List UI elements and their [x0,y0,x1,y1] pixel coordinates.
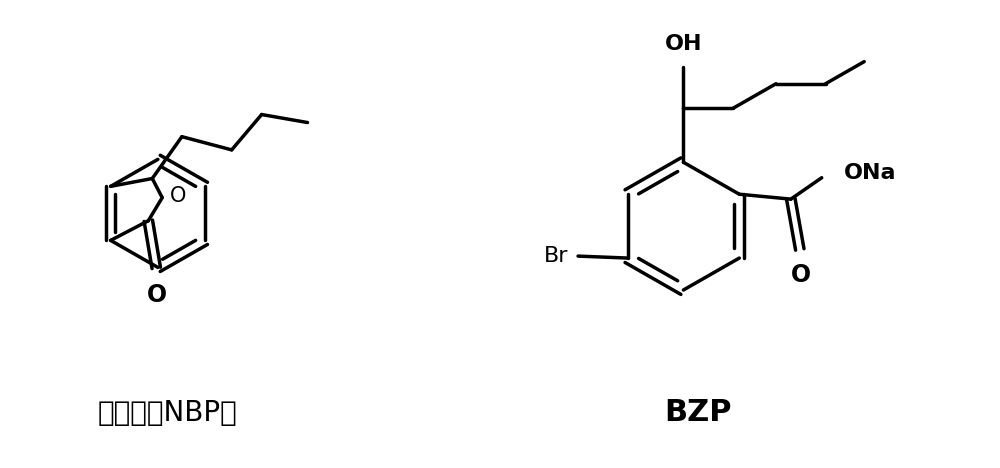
Text: 丁苯酞（NBP）: 丁苯酞（NBP） [98,399,238,427]
Text: O: O [147,283,167,307]
Text: BZP: BZP [665,398,732,427]
Text: OH: OH [665,34,702,54]
Text: O: O [170,186,186,206]
Text: ONa: ONa [844,163,896,183]
Text: O: O [791,263,811,287]
Text: Br: Br [544,246,568,266]
